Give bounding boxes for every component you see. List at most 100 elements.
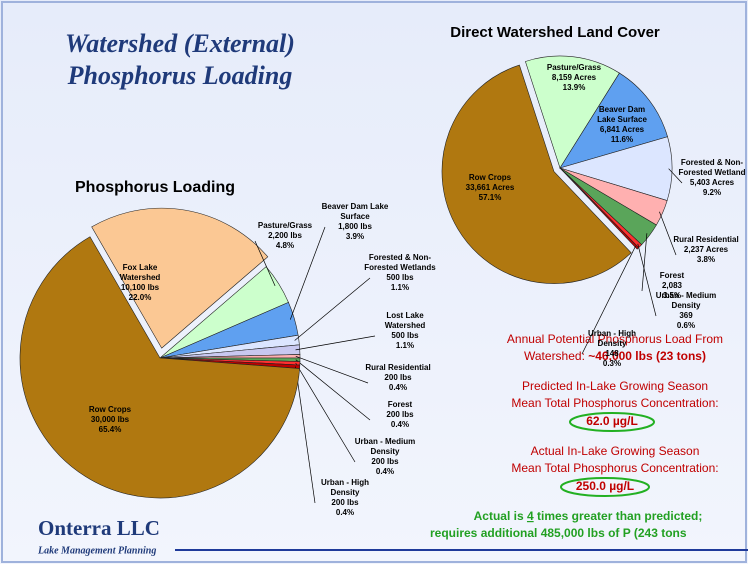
- note-text: Annual Potential Phosphorus Load From: [507, 332, 723, 346]
- slide-title: Watershed (External): [65, 29, 295, 58]
- slice-amount: 500 lbs: [391, 331, 419, 340]
- slice-amount: 2,237 Acres: [684, 245, 729, 254]
- slice-name: Watershed: [120, 273, 161, 282]
- slice-amount: 148: [605, 349, 619, 358]
- slice-label: Rural Residential 2,237 Acres 3.8%: [673, 235, 738, 264]
- leader-line: [294, 277, 371, 341]
- slice-label: Row Crops 30,000 lbs 65.4%: [89, 405, 132, 434]
- leader-line: [641, 233, 648, 292]
- slice-name: Lake Surface: [597, 115, 647, 124]
- slice-name: Urban - Medium: [355, 437, 415, 446]
- leader-line: [637, 243, 657, 317]
- slice-amount: 369: [679, 311, 693, 320]
- slice-label: Forested & Non-Forested Wetlands 500 lbs 1…: [364, 253, 436, 292]
- conclusion-emphasis: 4: [527, 509, 534, 523]
- leader-line: [254, 240, 276, 287]
- slice-amount: 2,200 lbs: [268, 231, 302, 240]
- slice-name: Urban - High: [588, 329, 636, 338]
- slice-label: Lost Lake Watershed 500 lbs 1.1%: [385, 311, 426, 350]
- slice-name: Forest: [388, 400, 413, 409]
- note-text: Actual In-Lake Growing Season: [531, 444, 700, 458]
- note-text: Watershed:: [524, 349, 588, 363]
- leader-line: [295, 362, 356, 463]
- slice-name: Forest: [660, 271, 685, 280]
- slice-name: Fox Lake: [123, 263, 158, 272]
- slice-label: Urban - High Density 148 0.3%: [588, 329, 636, 368]
- slice-name: Density: [331, 488, 360, 497]
- slice-label: Row Crops 33,661 Acres 57.1%: [466, 173, 515, 202]
- slice-name: Row Crops: [89, 405, 132, 414]
- leader-line: [295, 359, 371, 421]
- chart-title: Phosphorus Loading: [75, 179, 235, 196]
- slice-label: Rural Residential 200 lbs 0.4%: [365, 363, 430, 392]
- pie-slice: [525, 55, 620, 169]
- slice-label: Pasture/Grass 8,159 Acres 13.9%: [547, 63, 602, 92]
- slice-percent: 3.9%: [346, 232, 364, 241]
- slice-label: Urban - High Density 200 lbs 0.4%: [321, 478, 369, 517]
- slice-percent: 3.5%: [663, 291, 681, 300]
- slice-amount: 30,000 lbs: [91, 415, 130, 424]
- slice-name: Urban - High: [321, 478, 369, 487]
- slice-name: Forested Wetland: [679, 168, 746, 177]
- note-text: Watershed: ~46,000 lbs (23 tons): [524, 349, 706, 363]
- slice-percent: 9.2%: [703, 188, 721, 197]
- slice-amount: 8,159 Acres: [552, 73, 597, 82]
- conclusion-text: requires additional 485,000 lbs of P (24…: [430, 526, 687, 540]
- slice-name: Density: [371, 447, 400, 456]
- leader-line: [581, 245, 636, 355]
- slice-percent: 57.1%: [479, 193, 502, 202]
- slice-amount: 2,083: [662, 281, 683, 290]
- slice-amount: 200 lbs: [386, 410, 414, 419]
- slice-percent: 1.1%: [396, 341, 414, 350]
- slice-name: Urban - Medium: [656, 291, 716, 300]
- slice-name: Forested Wetlands: [364, 263, 436, 272]
- note-text: Predicted In-Lake Growing Season: [522, 379, 708, 393]
- slice-percent: 0.3%: [603, 359, 621, 368]
- leader-line: [295, 366, 316, 504]
- slice-percent: 11.6%: [611, 135, 633, 144]
- highlight-ellipse: [569, 412, 655, 432]
- conclusion-text: times greater than predicted;: [534, 509, 703, 523]
- leader-line: [289, 226, 326, 320]
- slice-amount: 500 lbs: [386, 273, 414, 282]
- highlight-ellipse: [560, 477, 650, 497]
- slice-name: Surface: [340, 212, 370, 221]
- slice-percent: 4.8%: [276, 241, 294, 250]
- slice-percent: 0.6%: [677, 321, 695, 330]
- slice-name: Rural Residential: [673, 235, 738, 244]
- leader-line: [668, 168, 683, 184]
- slice-amount: 200 lbs: [331, 498, 359, 507]
- slice-name: Beaver Dam: [599, 105, 645, 114]
- note-text: Mean Total Phosphorus Concentration:: [511, 396, 718, 410]
- pie-slice: [91, 207, 269, 349]
- slice-label: Beaver Dam Lake Surface 6,841 Acres 11.6%: [597, 105, 647, 144]
- slice-name: Beaver Dam Lake: [322, 202, 389, 211]
- slice-percent: 22.0%: [129, 293, 152, 302]
- note-text: Mean Total Phosphorus Concentration:: [511, 461, 718, 475]
- slice-label: Forested & Non-Forested Wetland 5,403 Acr…: [679, 158, 746, 197]
- logo-name: Onterra LLC: [38, 516, 160, 540]
- slice-name: Density: [598, 339, 627, 348]
- slice-label: Pasture/Grass 2,200 lbs 4.8%: [258, 221, 313, 250]
- slice-label: Beaver Dam Lake Surface 1,800 lbs 3.9%: [322, 202, 389, 241]
- conclusion-text: Actual is: [474, 509, 527, 523]
- logo-tagline: Lake Management Planning: [37, 545, 156, 556]
- slice-percent: 0.4%: [391, 420, 409, 429]
- pie-slice: [441, 64, 632, 284]
- slice-percent: 3.8%: [697, 255, 715, 264]
- slice-label: Forest 2,083 3.5%: [660, 271, 685, 300]
- slice-name: Row Crops: [469, 173, 512, 182]
- slice-amount: 1,800 lbs: [338, 222, 372, 231]
- slice-label: Urban - Medium Density 200 lbs 0.4%: [355, 437, 415, 476]
- slice-amount: 10,100 lbs: [121, 283, 160, 292]
- slice-percent: 65.4%: [99, 425, 122, 434]
- slice-label: Forest 200 lbs 0.4%: [386, 400, 414, 429]
- leader-line: [659, 211, 677, 256]
- slice-amount: 33,661 Acres: [466, 183, 515, 192]
- slice-name: Forested & Non-: [369, 253, 432, 262]
- slice-label: Fox Lake Watershed 10,100 lbs 22.0%: [120, 263, 161, 302]
- note-value: 250.0 µg/L: [576, 479, 634, 493]
- leader-line: [295, 355, 369, 384]
